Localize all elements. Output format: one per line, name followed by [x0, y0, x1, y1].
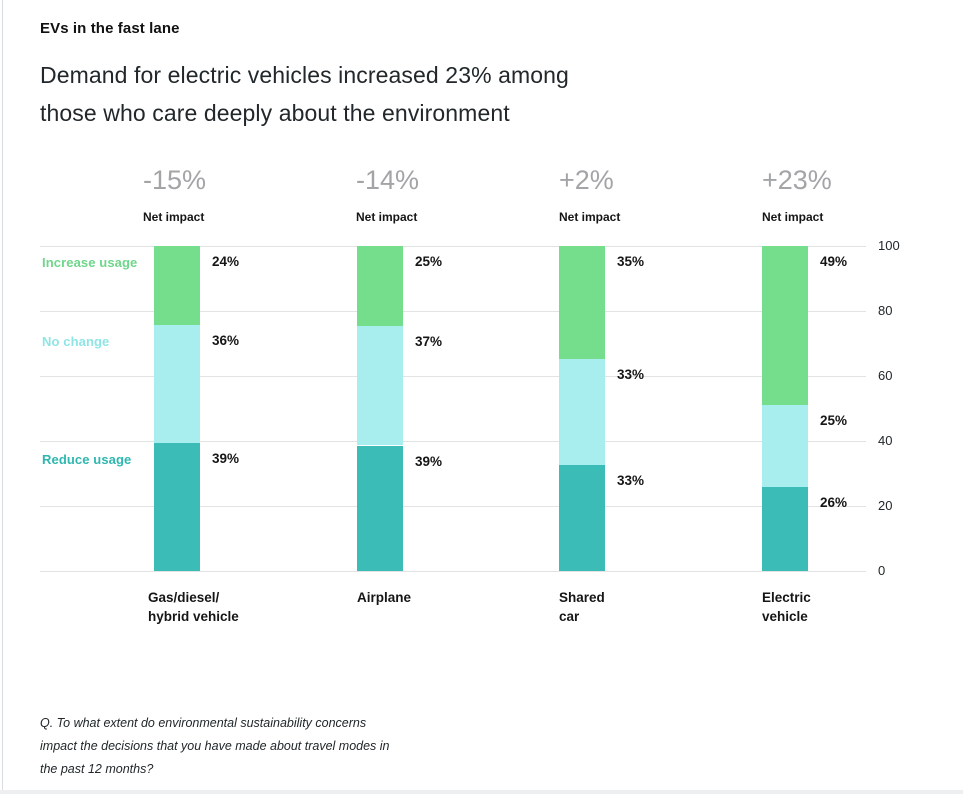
- net-impact-value: -14%: [356, 165, 420, 195]
- net-impact-caption: Net impact: [762, 210, 824, 224]
- gridline: [40, 246, 866, 247]
- bar-segment-increase-usage: [357, 246, 403, 327]
- net-impact-value: -15%: [143, 165, 207, 195]
- bar-segment-reduce-usage: [559, 464, 605, 571]
- bar-segment-no-change: [357, 326, 403, 446]
- bar-segment-value-label: 33%: [617, 473, 645, 488]
- category-label: Electric vehicle: [762, 590, 811, 624]
- page-title-line: those who care deeply about the environm…: [40, 100, 510, 126]
- bar-segment-reduce-usage: [762, 486, 808, 571]
- bar-segment-value-label: 26%: [820, 495, 848, 510]
- window-left-border: [2, 0, 3, 790]
- gridline: [40, 506, 866, 507]
- bar-segment-value-label: 25%: [820, 413, 848, 428]
- series-row-label-no-change: No change: [42, 334, 110, 349]
- bar-segment-no-change: [762, 405, 808, 487]
- bar-segment-value-label: 35%: [617, 254, 645, 269]
- bar-segment-no-change: [154, 324, 200, 443]
- y-axis-tick-label: 40: [878, 433, 893, 448]
- y-axis-tick-label: 80: [878, 303, 893, 318]
- y-axis-tick-label: 100: [878, 238, 900, 253]
- net-impact-value: +2%: [559, 165, 614, 195]
- footnote-line: impact the decisions that you have made …: [40, 739, 390, 753]
- net-impact-value: +23%: [762, 165, 832, 195]
- bar-segment-value-label: 37%: [415, 334, 443, 349]
- net-impact-caption: Net impact: [143, 210, 205, 224]
- category-label: Shared car: [559, 590, 605, 624]
- bar-segment-reduce-usage: [154, 443, 200, 571]
- footnote-line: the past 12 months?: [40, 762, 154, 776]
- net-impact-caption: Net impact: [559, 210, 621, 224]
- bar-segment-value-label: 36%: [212, 333, 240, 348]
- net-impact-caption: Net impact: [356, 210, 418, 224]
- gridline: [40, 376, 866, 377]
- bar-segment-increase-usage: [559, 246, 605, 359]
- bar-segment-increase-usage: [762, 246, 808, 406]
- bar-segment-value-label: 24%: [212, 254, 240, 269]
- window-bottom-strip: [0, 790, 963, 794]
- bar-segment-value-label: 39%: [415, 454, 443, 469]
- bar-segment-value-label: 33%: [617, 367, 645, 382]
- bar-segment-reduce-usage: [357, 445, 403, 571]
- headline-kicker: EVs in the fast lane: [40, 20, 180, 37]
- y-axis-tick-label: 60: [878, 368, 893, 383]
- series-row-label-increase-usage: Increase usage: [42, 255, 138, 270]
- series-row-label-reduce-usage: Reduce usage: [42, 452, 132, 467]
- page-title-line: Demand for electric vehicles increased 2…: [40, 62, 569, 88]
- bar-segment-increase-usage: [154, 246, 200, 325]
- category-label: Gas/diesel/ hybrid vehicle: [148, 590, 239, 624]
- y-axis-tick-label: 0: [878, 563, 886, 578]
- bar-segment-value-label: 49%: [820, 254, 848, 269]
- bar-segment-value-label: 25%: [415, 254, 443, 269]
- gridline: [40, 311, 866, 312]
- y-axis-tick-label: 20: [878, 498, 893, 513]
- gridline: [40, 441, 866, 442]
- category-label: Airplane: [357, 590, 412, 605]
- footnote-line: Q. To what extent do environmental susta…: [40, 716, 367, 730]
- bar-segment-no-change: [559, 358, 605, 465]
- bar-segment-value-label: 39%: [212, 451, 240, 466]
- gridline: [40, 571, 866, 572]
